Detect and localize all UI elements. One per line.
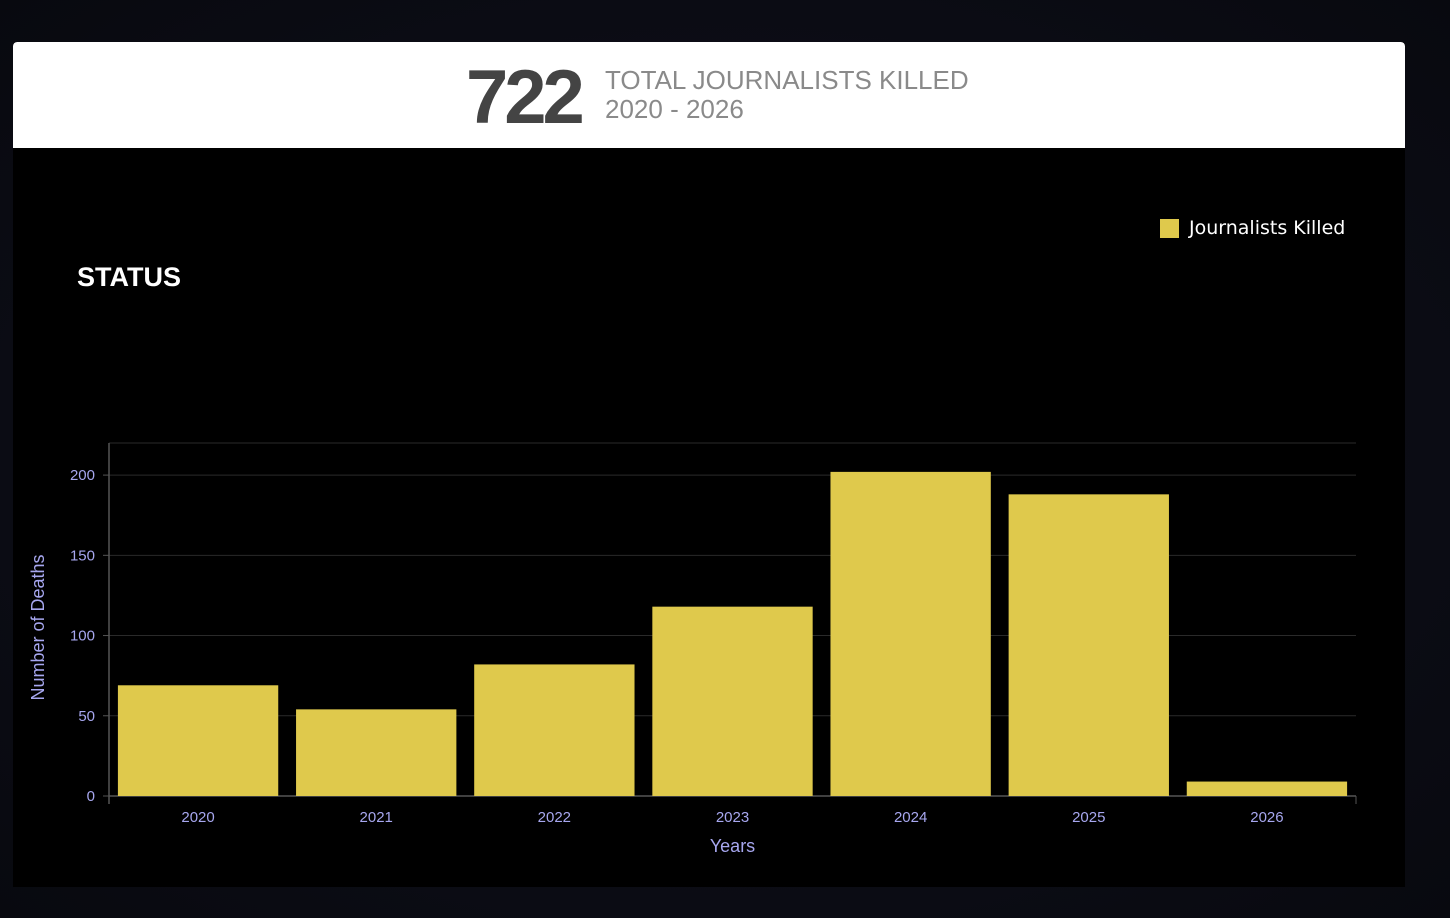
bar-2024 [830,471,991,796]
chart-card: 722 TOTAL JOURNALISTS KILLED 2020 - 2026… [13,42,1405,887]
summary-date-range: 2020 - 2026 [605,94,744,124]
bar-chart: 0 50 100 150 200 2020 2021 2022 2023 2024 2025 2026… [28,442,1357,856]
total-count: 722 [466,55,585,140]
x-axis-title: Years [710,836,755,856]
y-axis-title: Number of Deaths [28,554,48,700]
x-tick-label: 2025 [1072,809,1105,826]
bar-2023 [652,606,813,796]
x-tick-label: 2024 [894,809,927,826]
summary-header: 722 TOTAL JOURNALISTS KILLED 2020 - 2026 [13,42,1405,148]
y-tick-label: 50 [78,708,95,725]
summary-title: TOTAL JOURNALISTS KILLED [605,65,969,95]
section-title: STATUS [77,262,181,292]
bar-2022 [474,664,635,796]
bar-2025 [1008,494,1169,796]
bar-2026 [1186,781,1348,796]
x-tick-label: 2023 [716,809,749,826]
x-tick-label: 2020 [181,809,214,826]
y-tick-label: 0 [87,788,95,805]
summary-text: TOTAL JOURNALISTS KILLED 2020 - 2026 [605,66,969,124]
bar-2021 [296,709,457,796]
legend-label: Journalists Killed [1189,217,1346,239]
legend-swatch [1160,218,1179,238]
y-tick-label: 100 [70,628,95,645]
x-tick-label: 2026 [1250,809,1283,826]
chart-area: STATUS Journalists Killed 0 50 100 150 200 20… [13,148,1405,887]
bar-2020 [117,685,279,796]
y-tick-label: 150 [70,547,95,564]
x-tick-label: 2021 [360,809,393,826]
y-tick-label: 200 [70,467,95,484]
chart-legend[interactable]: Journalists Killed [1160,217,1345,239]
x-tick-label: 2022 [538,809,571,826]
